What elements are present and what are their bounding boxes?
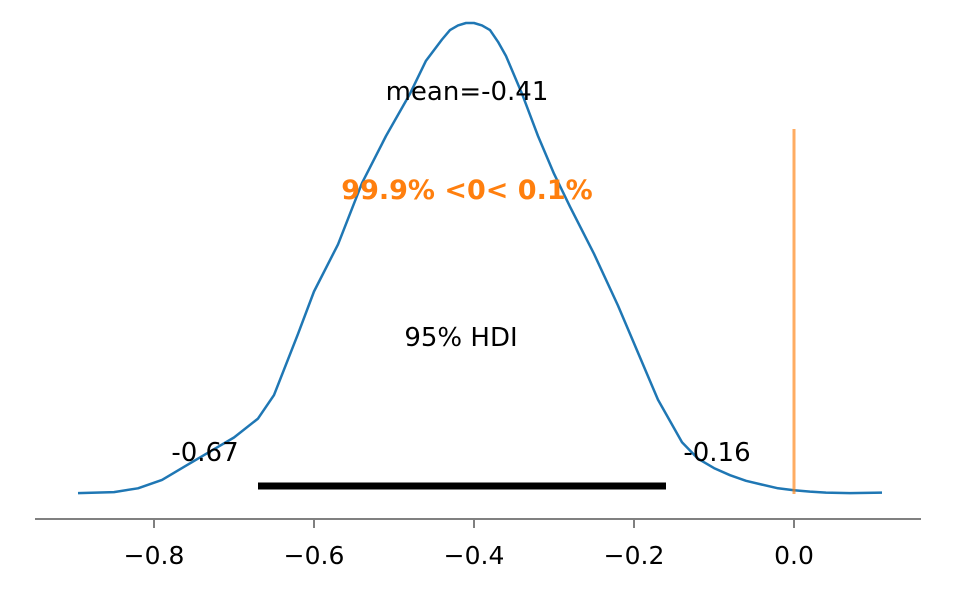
x-tick-label: 0.0 — [774, 541, 814, 570]
mean-label: mean=-0.41 — [386, 77, 549, 107]
hdi-high-label: -0.16 — [683, 438, 750, 468]
density-layer — [77, 21, 883, 495]
reference-percent-label: 99.9% <0< 0.1% — [341, 175, 592, 206]
x-tick-label: −0.8 — [124, 541, 185, 570]
x-tick-label: −0.6 — [284, 541, 345, 570]
x-axis-ticks: −0.8 −0.6 −0.4 −0.2 0.0 — [124, 519, 814, 570]
hdi-label: 95% HDI — [404, 323, 517, 353]
hdi-low-label: -0.67 — [171, 438, 238, 468]
x-tick-label: −0.4 — [444, 541, 505, 570]
density-curve-0 — [77, 21, 883, 495]
x-tick-label: −0.2 — [604, 541, 665, 570]
